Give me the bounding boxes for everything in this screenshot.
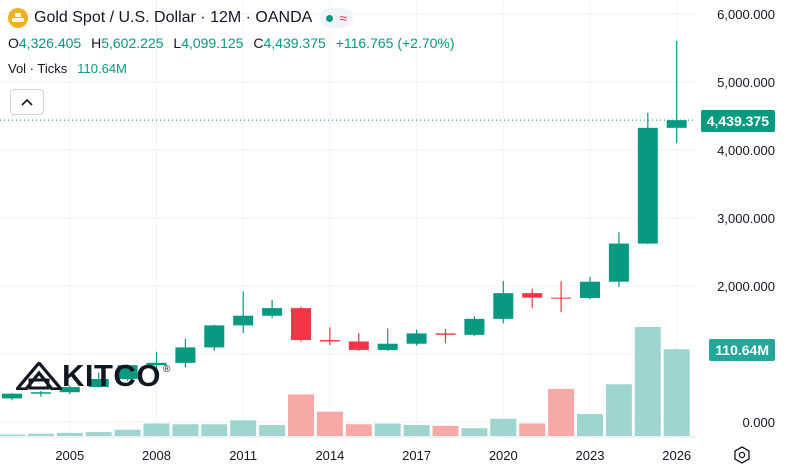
candle-body-2013 — [291, 308, 311, 341]
volume-bar-2011 — [230, 420, 257, 436]
candle-body-2019 — [464, 318, 485, 335]
status-pill[interactable]: ≈ — [320, 8, 353, 28]
volume-bar-2003 — [0, 434, 25, 436]
candle-body-2009 — [175, 347, 196, 363]
chart-legend: Gold Spot / U.S. Dollar · 12M · OANDA ≈ … — [8, 6, 461, 76]
y-tick-label: 2,000.000 — [717, 279, 775, 294]
volume-legend[interactable]: Vol · Ticks 110.64M — [8, 61, 461, 76]
close-value: 4,439.375 — [263, 35, 326, 51]
volume-bar-2016 — [374, 423, 401, 436]
candle-body-2018 — [435, 333, 456, 335]
volume-bar-2012 — [259, 425, 286, 436]
x-tick-label: 2023 — [576, 448, 605, 463]
volume-value: 110.64M — [77, 61, 127, 76]
candle-body-2020 — [493, 293, 514, 319]
y-axis: 6,000.000 5,000.000 4,000.000 3,000.000 2,00… — [717, 7, 775, 430]
candle-body-2025 — [637, 127, 658, 244]
candle-body-2007 — [117, 365, 138, 380]
x-tick-label: 2011 — [229, 448, 257, 463]
ohlc-values: O4,326.405 H5,602.225 L4,099.125 C4,439.… — [8, 35, 461, 51]
y-tick-label: 6,000.000 — [717, 7, 775, 22]
low-key: L — [173, 35, 182, 51]
candle-body-2014 — [319, 340, 340, 342]
y-tick-label: 5,000.000 — [717, 75, 775, 90]
x-tick-label: 2026 — [662, 448, 691, 463]
volume-bar-2006 — [85, 432, 112, 436]
kitco-watermark: KITCO ® — [16, 358, 170, 394]
candles — [2, 41, 687, 401]
volume-bar-2017 — [403, 425, 430, 436]
watermark-text: KITCO — [62, 358, 161, 393]
volume-bar-2004 — [27, 433, 54, 436]
candle-body-2026 — [666, 120, 687, 128]
x-tick-label: 2005 — [55, 448, 84, 463]
x-axis: 2005 2008 2011 2014 2017 2020 2023 2026 — [55, 448, 691, 463]
kitco-bars-icon — [16, 362, 62, 390]
y-tick-label: 0.000 — [742, 415, 775, 430]
volume-bar-2024 — [605, 384, 632, 436]
y-tick-label: 3,000.000 — [717, 211, 775, 226]
watermark-registered: ® — [162, 363, 171, 375]
market-open-icon — [326, 14, 334, 22]
low-value: 4,099.125 — [181, 35, 244, 51]
chevron-up-icon — [21, 93, 33, 111]
high-key: H — [91, 35, 102, 51]
volume-bar-2007 — [114, 429, 141, 436]
candle-body-2021 — [522, 293, 543, 298]
volume-bar-2015 — [345, 424, 372, 436]
volume-bars — [0, 327, 690, 436]
wave-icon: ≈ — [339, 10, 347, 26]
chart-grid — [0, 0, 695, 438]
volume-bar-2009 — [172, 424, 199, 436]
candle-body-2012 — [262, 308, 283, 316]
y-tick-label: 4,000.000 — [717, 143, 775, 158]
candle-body-2016 — [377, 343, 398, 350]
open-key: O — [8, 35, 19, 51]
change-value: +116.765 (+2.70%) — [335, 35, 455, 51]
volume-bar-2022 — [548, 388, 575, 436]
volume-bar-2018 — [432, 425, 459, 436]
volume-bar-2005 — [56, 432, 83, 436]
candle-body-2005 — [59, 387, 80, 393]
symbol-title[interactable]: Gold Spot / U.S. Dollar · 12M · OANDA — [34, 9, 313, 26]
candle-body-2022 — [551, 297, 572, 299]
gold-coin-icon — [8, 8, 28, 28]
candle-body-2004 — [30, 392, 51, 394]
volume-bar-2008 — [143, 423, 170, 436]
volume-bar-2020 — [490, 418, 517, 436]
volume-bar-2025 — [634, 327, 661, 436]
candle-body-2003 — [2, 393, 22, 399]
volume-bar-2014 — [316, 411, 343, 436]
high-value: 5,602.225 — [101, 35, 164, 51]
gear-icon — [734, 446, 750, 464]
volume-bar-2013 — [288, 394, 314, 436]
candle-body-2017 — [406, 333, 427, 344]
volume-bar-2010 — [201, 424, 228, 436]
close-key: C — [253, 35, 264, 51]
collapse-legend-button[interactable] — [10, 89, 44, 115]
volume-axis-label: 110.64M — [709, 339, 775, 361]
candle-body-2011 — [233, 315, 254, 326]
candle-body-2023 — [580, 281, 600, 298]
volume-bar-2026 — [663, 349, 690, 436]
x-tick-label: 2020 — [489, 448, 518, 463]
candle-body-2010 — [204, 325, 225, 348]
volume-bar-2021 — [519, 423, 546, 436]
candle-body-2008 — [146, 362, 167, 366]
volume-bar-2019 — [461, 428, 488, 436]
candle-body-2024 — [608, 243, 629, 282]
candle-body-2006 — [88, 379, 109, 388]
candle-body-2015 — [348, 341, 369, 350]
volume-label: Vol · Ticks — [8, 61, 68, 76]
open-value: 4,326.405 — [18, 35, 82, 51]
last-price-label: 4,439.375 — [700, 110, 775, 132]
volume-bar-2023 — [577, 414, 603, 436]
x-tick-label: 2017 — [402, 448, 431, 463]
x-tick-label: 2014 — [315, 448, 344, 463]
chart-settings-button[interactable] — [733, 446, 751, 464]
x-tick-label: 2008 — [142, 448, 171, 463]
